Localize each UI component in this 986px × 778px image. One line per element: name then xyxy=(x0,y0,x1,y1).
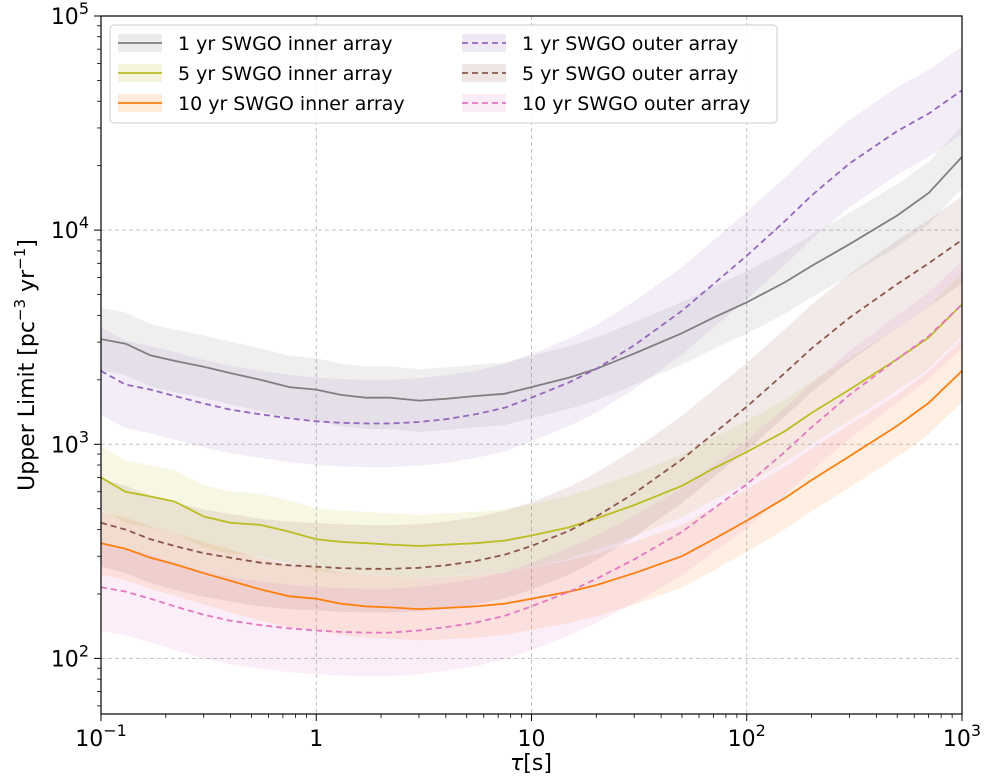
line-series-6 xyxy=(101,303,962,634)
series-lines xyxy=(101,89,962,634)
legend-entry: 1 yr SWGO outer array xyxy=(462,33,738,55)
uncertainty-bands xyxy=(101,46,962,677)
x-tick-label: 10−1 xyxy=(75,721,127,752)
axis-ticks: 10−1 1 10 102 103 102 103 104 105 xyxy=(51,0,981,752)
line-series-2 xyxy=(101,303,962,547)
band-series-3 xyxy=(101,339,962,641)
x-tick-label: 10 xyxy=(518,727,546,752)
line-series-3 xyxy=(101,370,962,611)
y-tick-label: 102 xyxy=(51,641,89,672)
legend-label: 10 yr SWGO inner array xyxy=(178,93,405,115)
y-axis-label: Upper Limit [pc−3 yr−1] xyxy=(11,239,40,491)
legend-label: 1 yr SWGO outer array xyxy=(522,33,738,55)
legend-label: 10 yr SWGO outer array xyxy=(522,93,750,115)
x-tick-label: 1 xyxy=(309,727,323,752)
line-series-1 xyxy=(101,156,962,402)
legend-box xyxy=(109,24,778,124)
legend-entry: 5 yr SWGO inner array xyxy=(118,63,393,85)
x-axis-label: τ[s] xyxy=(510,751,552,776)
band-series-6 xyxy=(101,260,962,677)
band-series-4 xyxy=(101,46,962,468)
x-tick-label: 102 xyxy=(728,721,766,752)
band-series-2 xyxy=(101,273,962,578)
band-series-5 xyxy=(101,196,962,613)
x-tick-label: 103 xyxy=(943,721,981,752)
legend: 1 yr SWGO inner array 5 yr SWGO inner arr… xyxy=(109,24,778,124)
line-series-4 xyxy=(101,89,962,425)
y-tick-label: 105 xyxy=(51,0,89,30)
y-tick-label: 103 xyxy=(51,427,89,458)
grid-lines xyxy=(101,16,962,714)
legend-entry: 10 yr SWGO inner array xyxy=(118,93,405,115)
legend-entry: 10 yr SWGO outer array xyxy=(462,93,750,115)
legend-entry: 1 yr SWGO inner array xyxy=(118,33,393,55)
legend-label: 1 yr SWGO inner array xyxy=(178,33,393,55)
legend-label: 5 yr SWGO outer array xyxy=(522,63,738,85)
legend-label: 5 yr SWGO inner array xyxy=(178,63,393,85)
y-tick-label: 104 xyxy=(51,213,89,244)
line-series-5 xyxy=(101,239,962,570)
legend-entry: 5 yr SWGO outer array xyxy=(462,63,738,85)
